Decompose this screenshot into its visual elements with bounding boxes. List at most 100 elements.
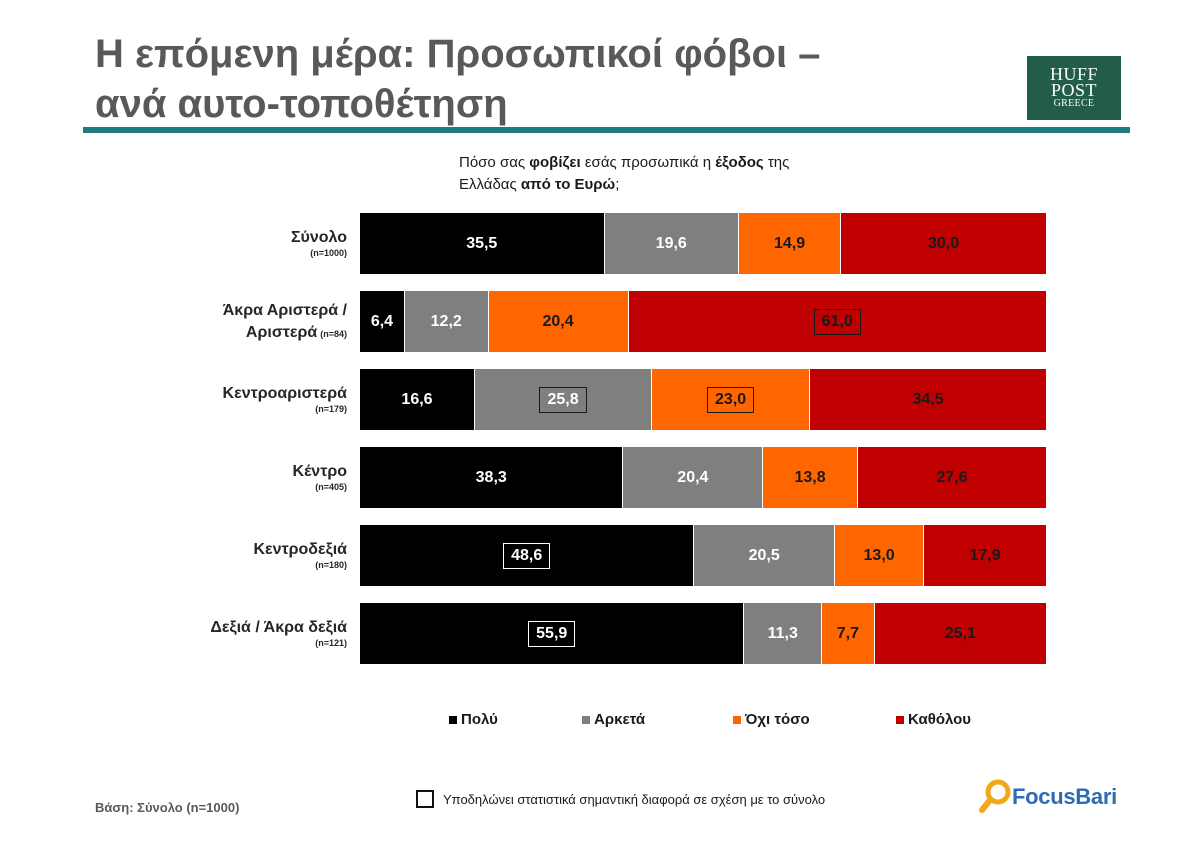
stacked-bar: 38,3 20,4 13,8 27,6 xyxy=(360,447,1046,508)
bar-segment-not-so: 23,0 xyxy=(651,369,810,430)
row-label: Δεξιά / Άκρα δεξιά (n=121) xyxy=(100,603,347,664)
row-label-wrap: Άκρα Αριστερά / Αριστερά (n=84) xyxy=(187,300,347,344)
data-label: 19,6 xyxy=(655,234,687,252)
data-label-highlighted: 25,8 xyxy=(539,386,587,413)
bar-segment-quite: 19,6 xyxy=(603,213,738,274)
stacked-bar: 55,9 11,3 7,7 25,1 xyxy=(360,603,1046,664)
category-label: Κεντροδεξιά xyxy=(253,540,347,558)
bar-segment-very: 38,3 xyxy=(360,447,623,508)
data-label-highlighted: 48,6 xyxy=(503,542,551,569)
sample-size-label: (n=179) xyxy=(315,403,347,414)
sample-size-label: (n=405) xyxy=(315,481,347,492)
brand-name: FocusBari xyxy=(1012,784,1117,810)
data-label: 13,8 xyxy=(794,468,826,486)
magnifier-icon xyxy=(979,779,1011,813)
data-label: 20,4 xyxy=(542,312,574,330)
page-title: Η επόμενη μέρα: Προσωπικοί φόβοι – ανά α… xyxy=(95,29,820,129)
data-label: 20,5 xyxy=(748,546,780,564)
data-label: 11,3 xyxy=(767,624,798,642)
row-label: Σύνολο (n=1000) xyxy=(100,213,347,274)
legend-item-quite: Αρκετά xyxy=(582,711,645,729)
bar-segment-very: 48,6 xyxy=(360,525,694,586)
bar-segment-very: 55,9 xyxy=(360,603,744,664)
sample-size-label: (n=84) xyxy=(320,328,347,339)
legend-label: Καθόλου xyxy=(908,711,972,728)
data-label: 35,5 xyxy=(466,234,498,252)
significance-note: Υποδηλώνει στατιστικά σημαντική διαφορά … xyxy=(443,792,826,807)
bar-segment-quite: 20,5 xyxy=(693,525,835,586)
chart-row: Σύνολο (n=1000) 35,5 19,6 14,9 30,0 xyxy=(0,213,1200,274)
sample-size-label: (n=1000) xyxy=(310,247,347,258)
legend-swatch xyxy=(582,716,590,724)
bar-segment-not-at-all: 27,6 xyxy=(856,447,1046,508)
question-emphasis: από το Ευρώ xyxy=(520,176,616,193)
legend-label: Αρκετά xyxy=(594,711,646,728)
data-label: 34,5 xyxy=(912,390,944,408)
data-label: 12,2 xyxy=(430,312,462,330)
huffpost-greece-logo: HUFF POST GREECE xyxy=(1027,56,1121,120)
row-label: Κεντροαριστερά (n=179) xyxy=(100,369,347,430)
sample-size-label: (n=121) xyxy=(315,637,347,648)
data-label: 14,9 xyxy=(774,234,806,252)
bar-segment-not-so: 13,8 xyxy=(762,447,857,508)
data-label: 17,9 xyxy=(969,546,1001,564)
data-label: 25,1 xyxy=(944,624,976,642)
legend-swatch xyxy=(896,716,904,724)
logo-post: POST xyxy=(1050,80,1097,100)
bar-segment-not-at-all: 25,1 xyxy=(873,603,1046,664)
logo-huff: HUFF xyxy=(1049,64,1099,84)
bar-segment-not-so: 13,0 xyxy=(834,525,924,586)
sample-size-label: (n=180) xyxy=(315,559,347,570)
bar-segment-quite: 11,3 xyxy=(743,603,821,664)
bar-segment-very: 6,4 xyxy=(360,291,404,352)
bar-segment-not-at-all: 17,9 xyxy=(923,525,1046,586)
row-label: Άκρα Αριστερά / Αριστερά (n=84) xyxy=(100,291,347,352)
data-label-highlighted: 61,0 xyxy=(813,308,861,335)
question-text: Ελλάδας xyxy=(459,176,521,193)
legend-label: Όχι τόσο xyxy=(745,711,810,728)
question-text: Πόσο σας xyxy=(459,154,530,171)
survey-question: Πόσο σας φοβίζει εσάς προσωπικά η έξοδος… xyxy=(459,152,789,196)
bar-segment-not-so: 20,4 xyxy=(487,291,628,352)
data-label-highlighted: 55,9 xyxy=(528,620,576,647)
legend-item-very: Πολύ xyxy=(449,711,498,729)
bar-segment-not-at-all: 61,0 xyxy=(627,291,1046,352)
category-label: Σύνολο xyxy=(290,228,347,246)
data-label: 16,6 xyxy=(401,390,433,408)
bar-segment-not-at-all: 30,0 xyxy=(840,213,1046,274)
chart-row: Άκρα Αριστερά / Αριστερά (n=84) 6,4 12,2 20… xyxy=(0,291,1200,352)
bar-segment-not-so: 7,7 xyxy=(820,603,874,664)
chart-row: Κέντρο (n=405) 38,3 20,4 13,8 27,6 xyxy=(0,447,1200,508)
title-line-1: Η επόμενη μέρα: Προσωπικοί φόβοι – xyxy=(95,32,821,76)
legend-swatch xyxy=(449,716,457,724)
stacked-bar: 6,4 12,2 20,4 61,0 xyxy=(360,291,1046,352)
logo-greece: GREECE xyxy=(1053,98,1095,109)
brand-bari: Bari xyxy=(1075,784,1117,809)
data-label: 30,0 xyxy=(928,234,960,252)
legend-label: Πολύ xyxy=(461,711,498,728)
category-label: Άκρα Αριστερά / Αριστερά xyxy=(222,301,347,341)
bar-segment-quite: 12,2 xyxy=(403,291,488,352)
chart-row: Κεντροδεξιά (n=180) 48,6 20,5 13,0 17,9 xyxy=(0,525,1200,586)
legend-item-not-at-all: Καθόλου xyxy=(896,711,971,729)
legend-swatch xyxy=(733,716,741,724)
chart-row: Κεντροαριστερά (n=179) 16,6 25,8 23,0 34,5 xyxy=(0,369,1200,430)
category-label: Κέντρο xyxy=(292,462,347,480)
data-label: 27,6 xyxy=(936,468,968,486)
data-label: 38,3 xyxy=(475,468,507,486)
title-divider xyxy=(83,127,1130,133)
question-text: ; xyxy=(615,176,620,193)
legend-item-not-so: Όχι τόσο xyxy=(733,711,810,729)
bar-segment-very: 35,5 xyxy=(360,213,604,274)
bar-segment-not-so: 14,9 xyxy=(737,213,841,274)
row-label: Κεντροδεξιά (n=180) xyxy=(100,525,347,586)
focusbari-logo: FocusBari xyxy=(978,778,1117,816)
base-note: Βάση: Σύνολο (n=1000) xyxy=(95,800,240,815)
data-label-highlighted: 23,0 xyxy=(707,386,755,413)
data-label: 13,0 xyxy=(863,546,895,564)
category-label: Δεξιά / Άκρα δεξιά xyxy=(210,618,347,636)
bar-segment-not-at-all: 34,5 xyxy=(809,369,1046,430)
data-label: 6,4 xyxy=(370,312,394,330)
data-label: 20,4 xyxy=(677,468,709,486)
data-label: 7,7 xyxy=(836,624,860,642)
